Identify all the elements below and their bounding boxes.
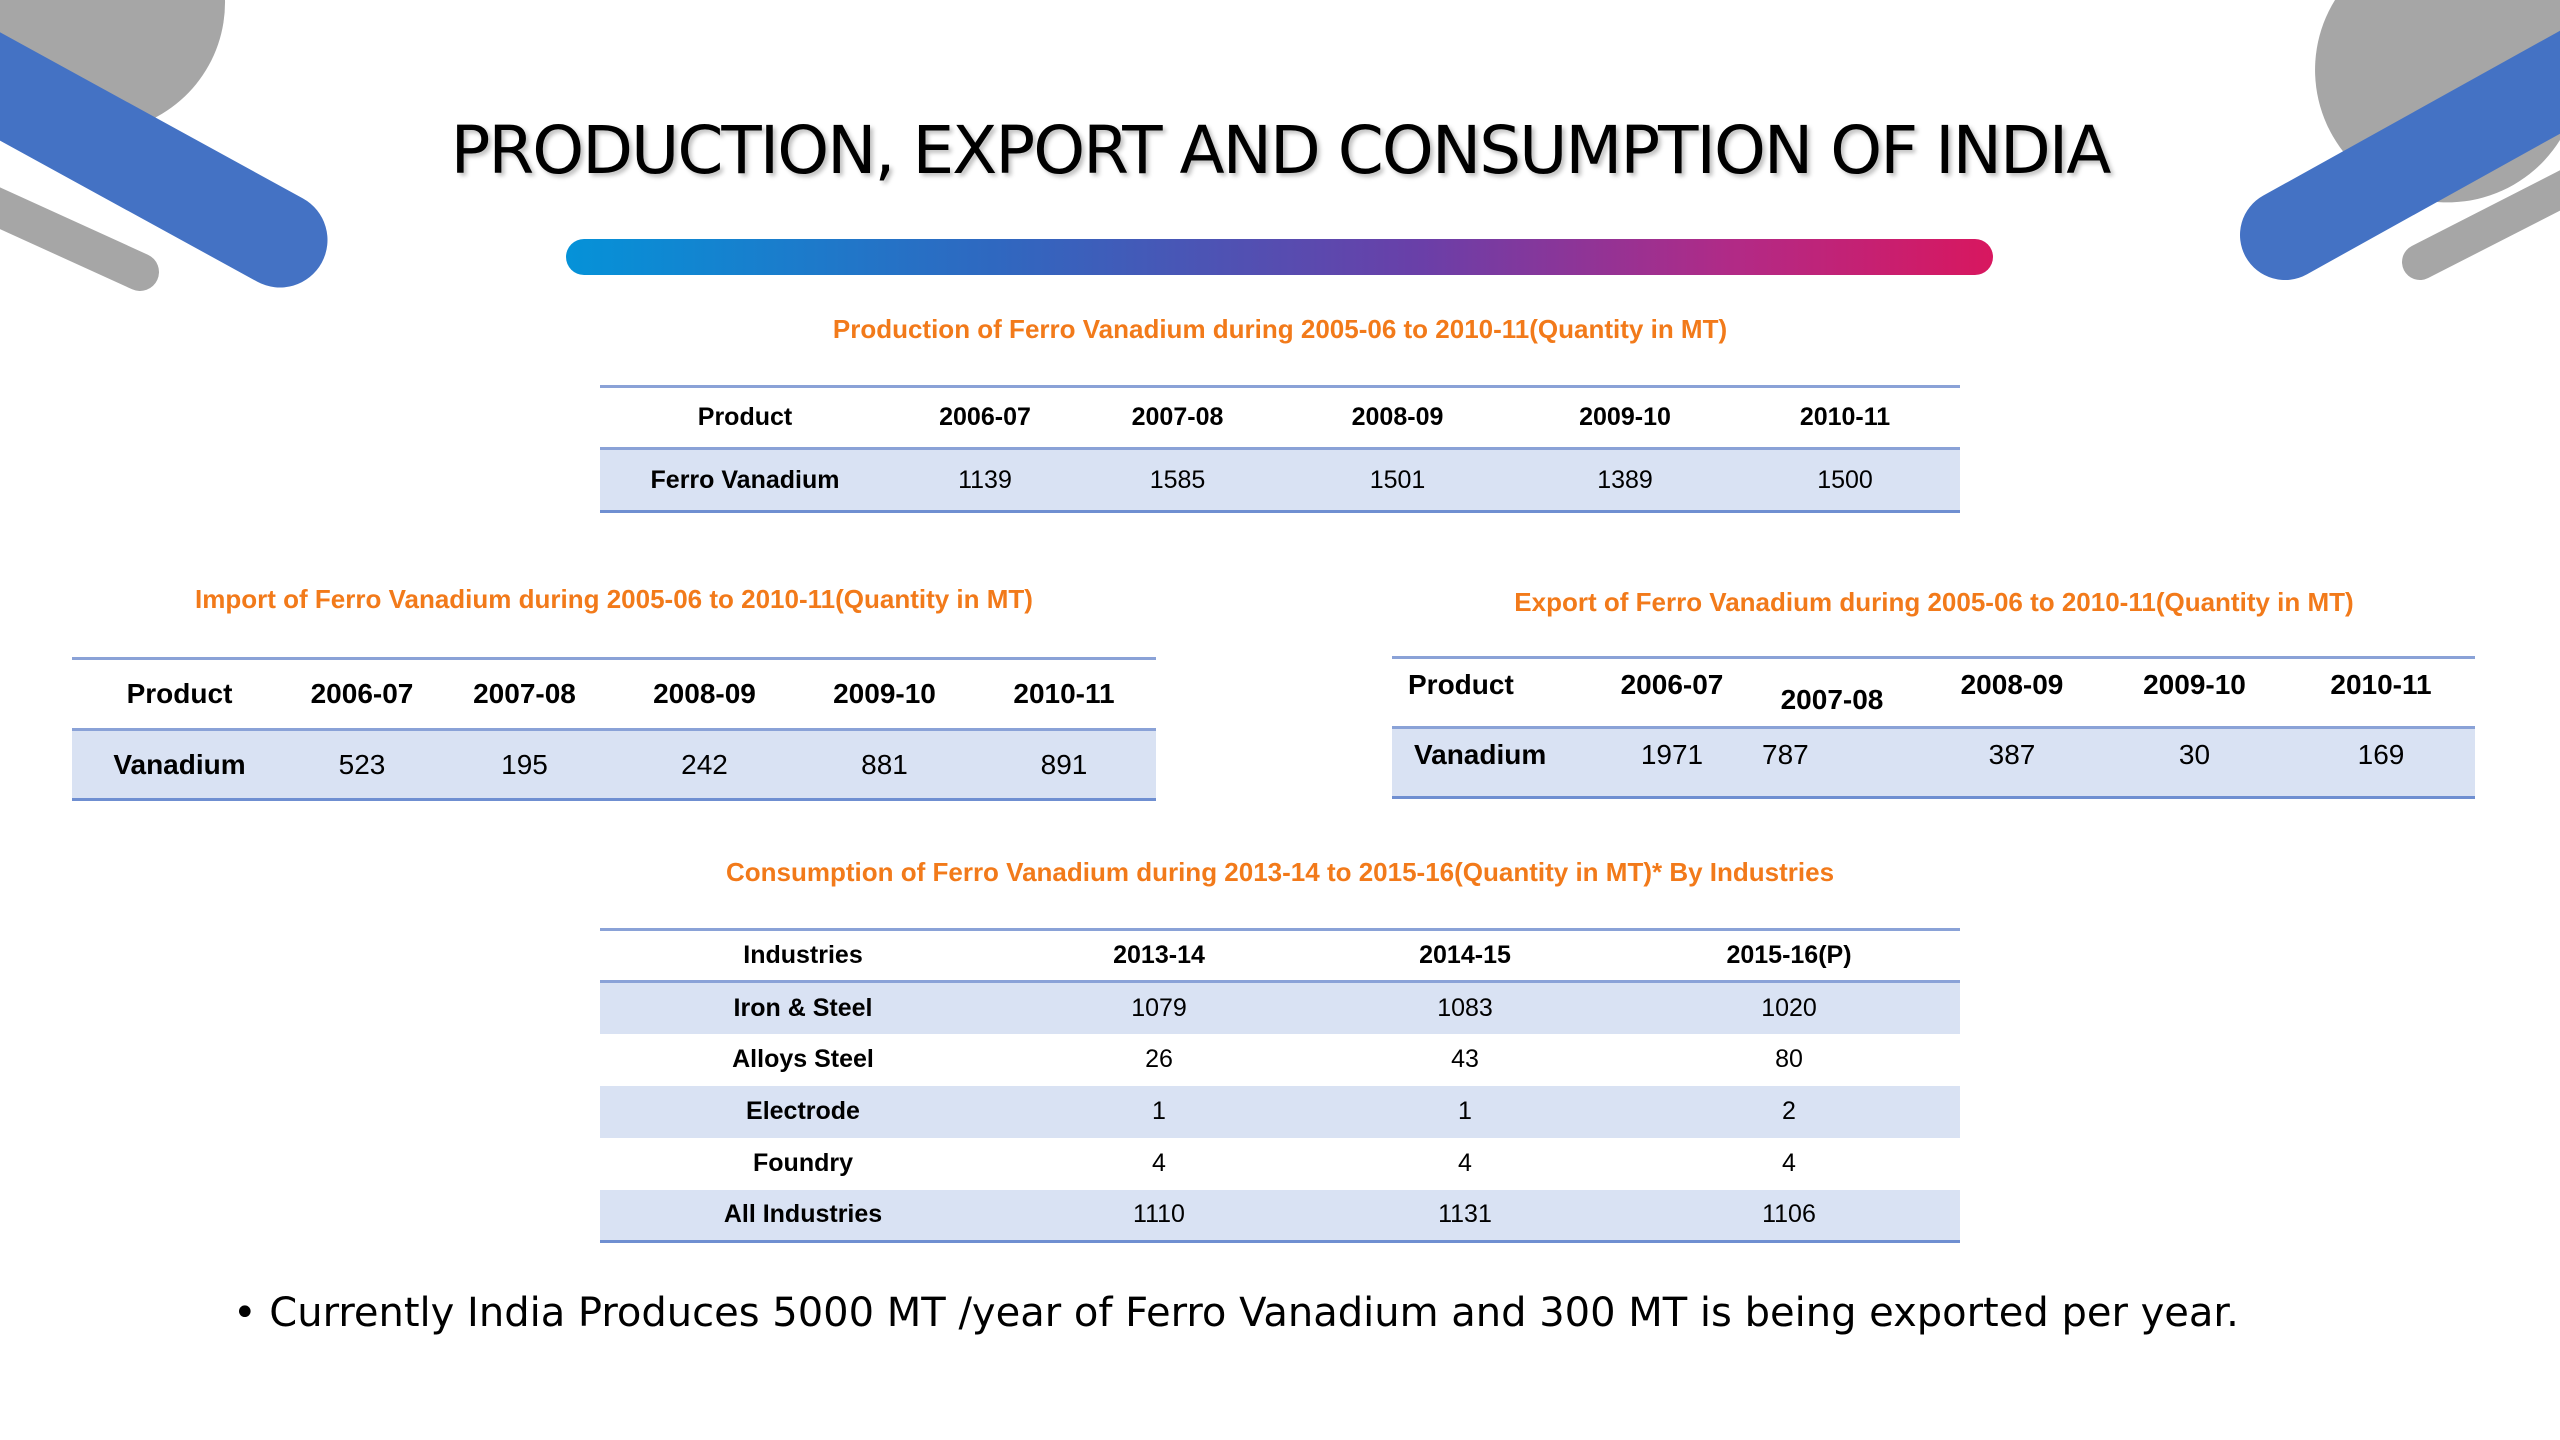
row-label: Vanadium — [1392, 727, 1602, 798]
export-caption: Export of Ferro Vanadium during 2005-06 … — [1514, 587, 2354, 617]
table-row: All Industries 1110 1131 1106 — [600, 1189, 1960, 1242]
header-cell: Industries — [600, 929, 1006, 983]
header-cell: 2006-07 — [287, 658, 437, 731]
table-cell: 1501 — [1275, 448, 1520, 512]
header-cell: 2010-11 — [972, 658, 1156, 731]
header-cell: Product — [1392, 657, 1602, 729]
table-cell: 891 — [972, 729, 1156, 800]
table-cell: 1083 — [1312, 981, 1618, 1034]
export-table: Product 2006-07 2007-08 2008-09 2009-10 … — [1392, 656, 2475, 799]
table-cell: 387 — [1922, 727, 2102, 798]
row-label: Ferro Vanadium — [600, 448, 890, 512]
table-cell: 1500 — [1730, 448, 1960, 512]
header-cell: 2009-10 — [797, 658, 972, 731]
import-table: Product 2006-07 2007-08 2008-09 2009-10 … — [72, 657, 1156, 801]
table-cell: 4 — [1152, 1149, 1166, 1177]
table-row: Vanadium 1971 787 387 30 169 — [1392, 727, 2475, 798]
summary-note: • Currently India Produces 5000 MT /year… — [233, 1290, 2239, 1336]
header-cell: 2013-14 — [1006, 929, 1312, 983]
header-cell: 2007-08 — [1742, 657, 1922, 729]
consumption-table: Industries 2013-14 2014-15 2015-16(P) Ir… — [600, 928, 1960, 1243]
header-cell: Product — [72, 658, 287, 731]
table-header-row: Product 2006-07 2007-08 2008-09 2009-10 … — [1392, 657, 2475, 729]
header-cell: 2015-16(P) — [1618, 929, 1960, 983]
table-cell: 4 — [1782, 1149, 1796, 1177]
header-cell: 2014-15 — [1312, 929, 1618, 983]
table-row: Alloys Steel 26 43 80 — [600, 1034, 1960, 1086]
table-cell: 1131 — [1312, 1189, 1618, 1242]
table-cell: 1139 — [890, 448, 1080, 512]
table-cell: 1971 — [1602, 727, 1742, 798]
header-cell: 2006-07 — [890, 386, 1080, 450]
header-cell: 2006-07 — [1602, 657, 1742, 729]
table-cell: 523 — [287, 729, 437, 800]
production-caption: Production of Ferro Vanadium during 2005… — [832, 314, 1728, 344]
table-cell: 787 — [1742, 727, 1922, 798]
title-gradient-bar — [566, 239, 1993, 275]
table-cell: 80 — [1775, 1045, 1803, 1073]
table-cell: 1020 — [1618, 981, 1960, 1034]
table-row: Vanadium 523 195 242 881 891 — [72, 729, 1156, 800]
consumption-caption: Consumption of Ferro Vanadium during 201… — [725, 857, 1835, 887]
row-label: Electrode — [600, 1085, 1006, 1138]
table-cell: 43 — [1451, 1045, 1479, 1073]
table-cell: 30 — [2102, 727, 2287, 798]
table-cell: 195 — [437, 729, 612, 800]
import-caption: Import of Ferro Vanadium during 2005-06 … — [195, 584, 1033, 614]
table-cell: 2 — [1618, 1085, 1960, 1138]
page-title: PRODUCTION, EXPORT AND CONSUMPTION OF IN… — [450, 112, 2112, 189]
table-cell: 1585 — [1080, 448, 1275, 512]
table-row: Iron & Steel 1079 1083 1020 — [600, 981, 1960, 1034]
table-cell: 1389 — [1520, 448, 1730, 512]
header-cell: 2008-09 — [612, 658, 797, 731]
header-cell: 2009-10 — [2102, 657, 2287, 729]
table-row: Foundry 4 4 4 — [600, 1138, 1960, 1190]
header-cell: Product — [600, 386, 890, 450]
header-cell: 2007-08 — [1080, 386, 1275, 450]
header-cell: 2010-11 — [2287, 657, 2475, 729]
table-row: Electrode 1 1 2 — [600, 1085, 1960, 1138]
row-label: All Industries — [600, 1189, 1006, 1242]
table-header-row: Product 2006-07 2007-08 2008-09 2009-10 … — [72, 658, 1156, 731]
top-left-decoration — [0, 0, 328, 291]
table-cell: 1 — [1312, 1085, 1618, 1138]
header-cell: 2010-11 — [1730, 386, 1960, 450]
header-cell: 2008-09 — [1275, 386, 1520, 450]
table-header-row: Industries 2013-14 2014-15 2015-16(P) — [600, 929, 1960, 983]
table-cell: 1 — [1006, 1085, 1312, 1138]
table-cell: 881 — [797, 729, 972, 800]
row-label: Vanadium — [72, 729, 287, 800]
table-cell: 1106 — [1618, 1189, 1960, 1242]
table-cell: 26 — [1145, 1045, 1173, 1073]
header-cell: 2008-09 — [1922, 657, 2102, 729]
top-right-decoration — [2240, 0, 2560, 280]
header-cell: 2009-10 — [1520, 386, 1730, 450]
row-label: Iron & Steel — [600, 981, 1006, 1034]
table-row: Ferro Vanadium 1139 1585 1501 1389 1500 — [600, 448, 1960, 512]
header-cell: 2007-08 — [437, 658, 612, 731]
row-label: Alloys Steel — [732, 1045, 874, 1073]
production-table: Product 2006-07 2007-08 2008-09 2009-10 … — [600, 385, 1960, 513]
table-cell: 1110 — [1006, 1189, 1312, 1242]
table-cell: 242 — [612, 729, 797, 800]
table-cell: 169 — [2287, 727, 2475, 798]
table-cell: 4 — [1458, 1149, 1472, 1177]
table-header-row: Product 2006-07 2007-08 2008-09 2009-10 … — [600, 386, 1960, 450]
row-label: Foundry — [753, 1149, 853, 1177]
table-cell: 1079 — [1006, 981, 1312, 1034]
